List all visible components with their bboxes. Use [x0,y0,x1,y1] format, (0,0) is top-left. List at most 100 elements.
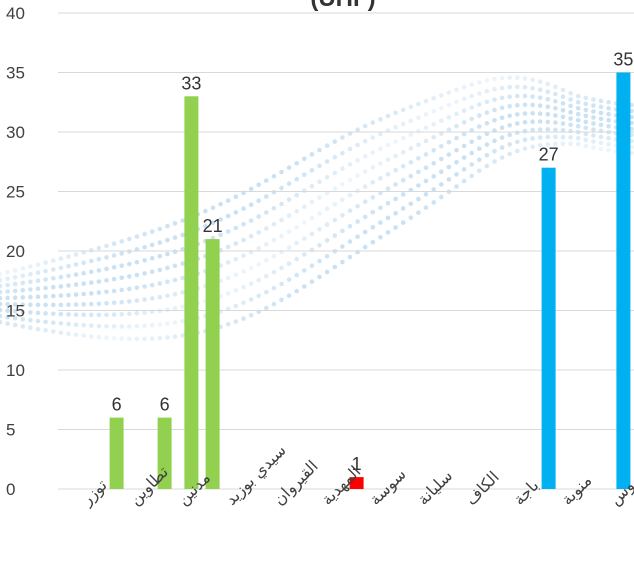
decor-dot [575,141,581,147]
decor-dot [271,174,277,179]
decor-dot [324,222,330,227]
decor-dot [469,162,475,167]
decor-dot [127,261,132,267]
decor-dot [324,175,330,180]
decor-dot [127,274,132,279]
decor-dot [461,131,467,137]
decor-dot [515,112,520,117]
decor-dot [286,277,292,282]
decor-dot [111,276,117,282]
decor-dot [606,142,611,147]
decor-dot [203,208,208,214]
decor-dot [370,180,376,185]
decor-dot [530,119,535,124]
decor-dot [537,103,543,108]
decor-dot [157,281,163,286]
decor-dot [172,306,178,311]
decor-dot [104,324,109,329]
decor-dot [309,199,315,205]
decor-dot [134,336,140,342]
decor-dot [340,259,345,265]
decor-dot [35,286,41,292]
decor-dot [393,210,398,216]
decor-dot [28,302,33,308]
x-tick-label: توزر [77,475,112,510]
decor-dot [157,240,163,245]
decor-dot [477,135,482,140]
decor-dot [484,88,490,94]
decor-dot [362,123,368,129]
decor-dot [225,322,231,327]
decor-dot [446,90,452,95]
decor-dot [0,313,3,319]
decor-dot [317,195,322,200]
decor-dot [309,231,315,237]
decor-dot [545,127,551,132]
decor-dot [560,114,566,120]
decor-dot [43,294,48,299]
bars [109,72,631,490]
x-tick-label: منوبة [557,471,596,510]
decor-dot [423,178,429,184]
decor-dot [515,102,520,108]
decor-dot [134,285,140,291]
decor-dot [568,97,573,102]
decor-dot [378,220,383,225]
decor-dot [416,115,421,120]
decor-dot [104,289,109,295]
decor-dot [408,132,414,137]
decor-dot [416,183,421,188]
decor-dot [302,204,307,209]
decor-dot [362,169,368,174]
decor-dot [51,276,56,281]
decor-dot [461,108,467,113]
decor-dot [225,275,231,281]
decor-dot [302,188,307,193]
decor-dot [142,244,147,250]
bar [157,417,172,489]
decor-dot [469,150,475,156]
decor-dot [446,177,452,182]
decor-dot [20,316,26,322]
decor-dot [553,134,558,140]
decor-dot [58,265,64,271]
decor-dot [218,201,223,207]
decor-dot [51,302,56,308]
decor-dot [256,261,262,267]
decor-dot [347,223,353,229]
decor-dot [583,131,589,137]
decor-dot [28,264,33,269]
decor-dot [28,310,33,315]
decor-dot [35,294,41,300]
decor-dot [256,246,262,251]
decor-dot [545,112,551,117]
decor-dot [393,124,398,130]
decor-dot [66,283,71,288]
decor-dot [58,284,64,289]
decor-dot [522,85,528,90]
decor-dot [180,290,185,295]
decor-dot [264,289,269,295]
decor-dot [416,101,421,107]
decor-dot [309,215,315,221]
decor-dot [157,294,163,300]
decor-dot [309,247,315,253]
decor-dot [591,127,596,132]
decor-dot [461,96,467,102]
decor-dot [309,279,315,285]
decor-dot [111,324,117,329]
decor-dot [279,185,284,191]
decor-dot [454,111,459,117]
decor-dot [96,312,102,318]
decor-dot [522,111,528,116]
decor-dot [606,106,611,111]
decor-dot [157,322,163,327]
decor-dot [111,336,117,341]
decor-dot [340,197,345,203]
decor-dot [73,282,79,287]
decor-dot [66,331,71,337]
decor-dot [180,304,185,310]
decor-dot [0,307,3,313]
decor-dot [583,101,589,107]
decor-dot [583,107,589,113]
